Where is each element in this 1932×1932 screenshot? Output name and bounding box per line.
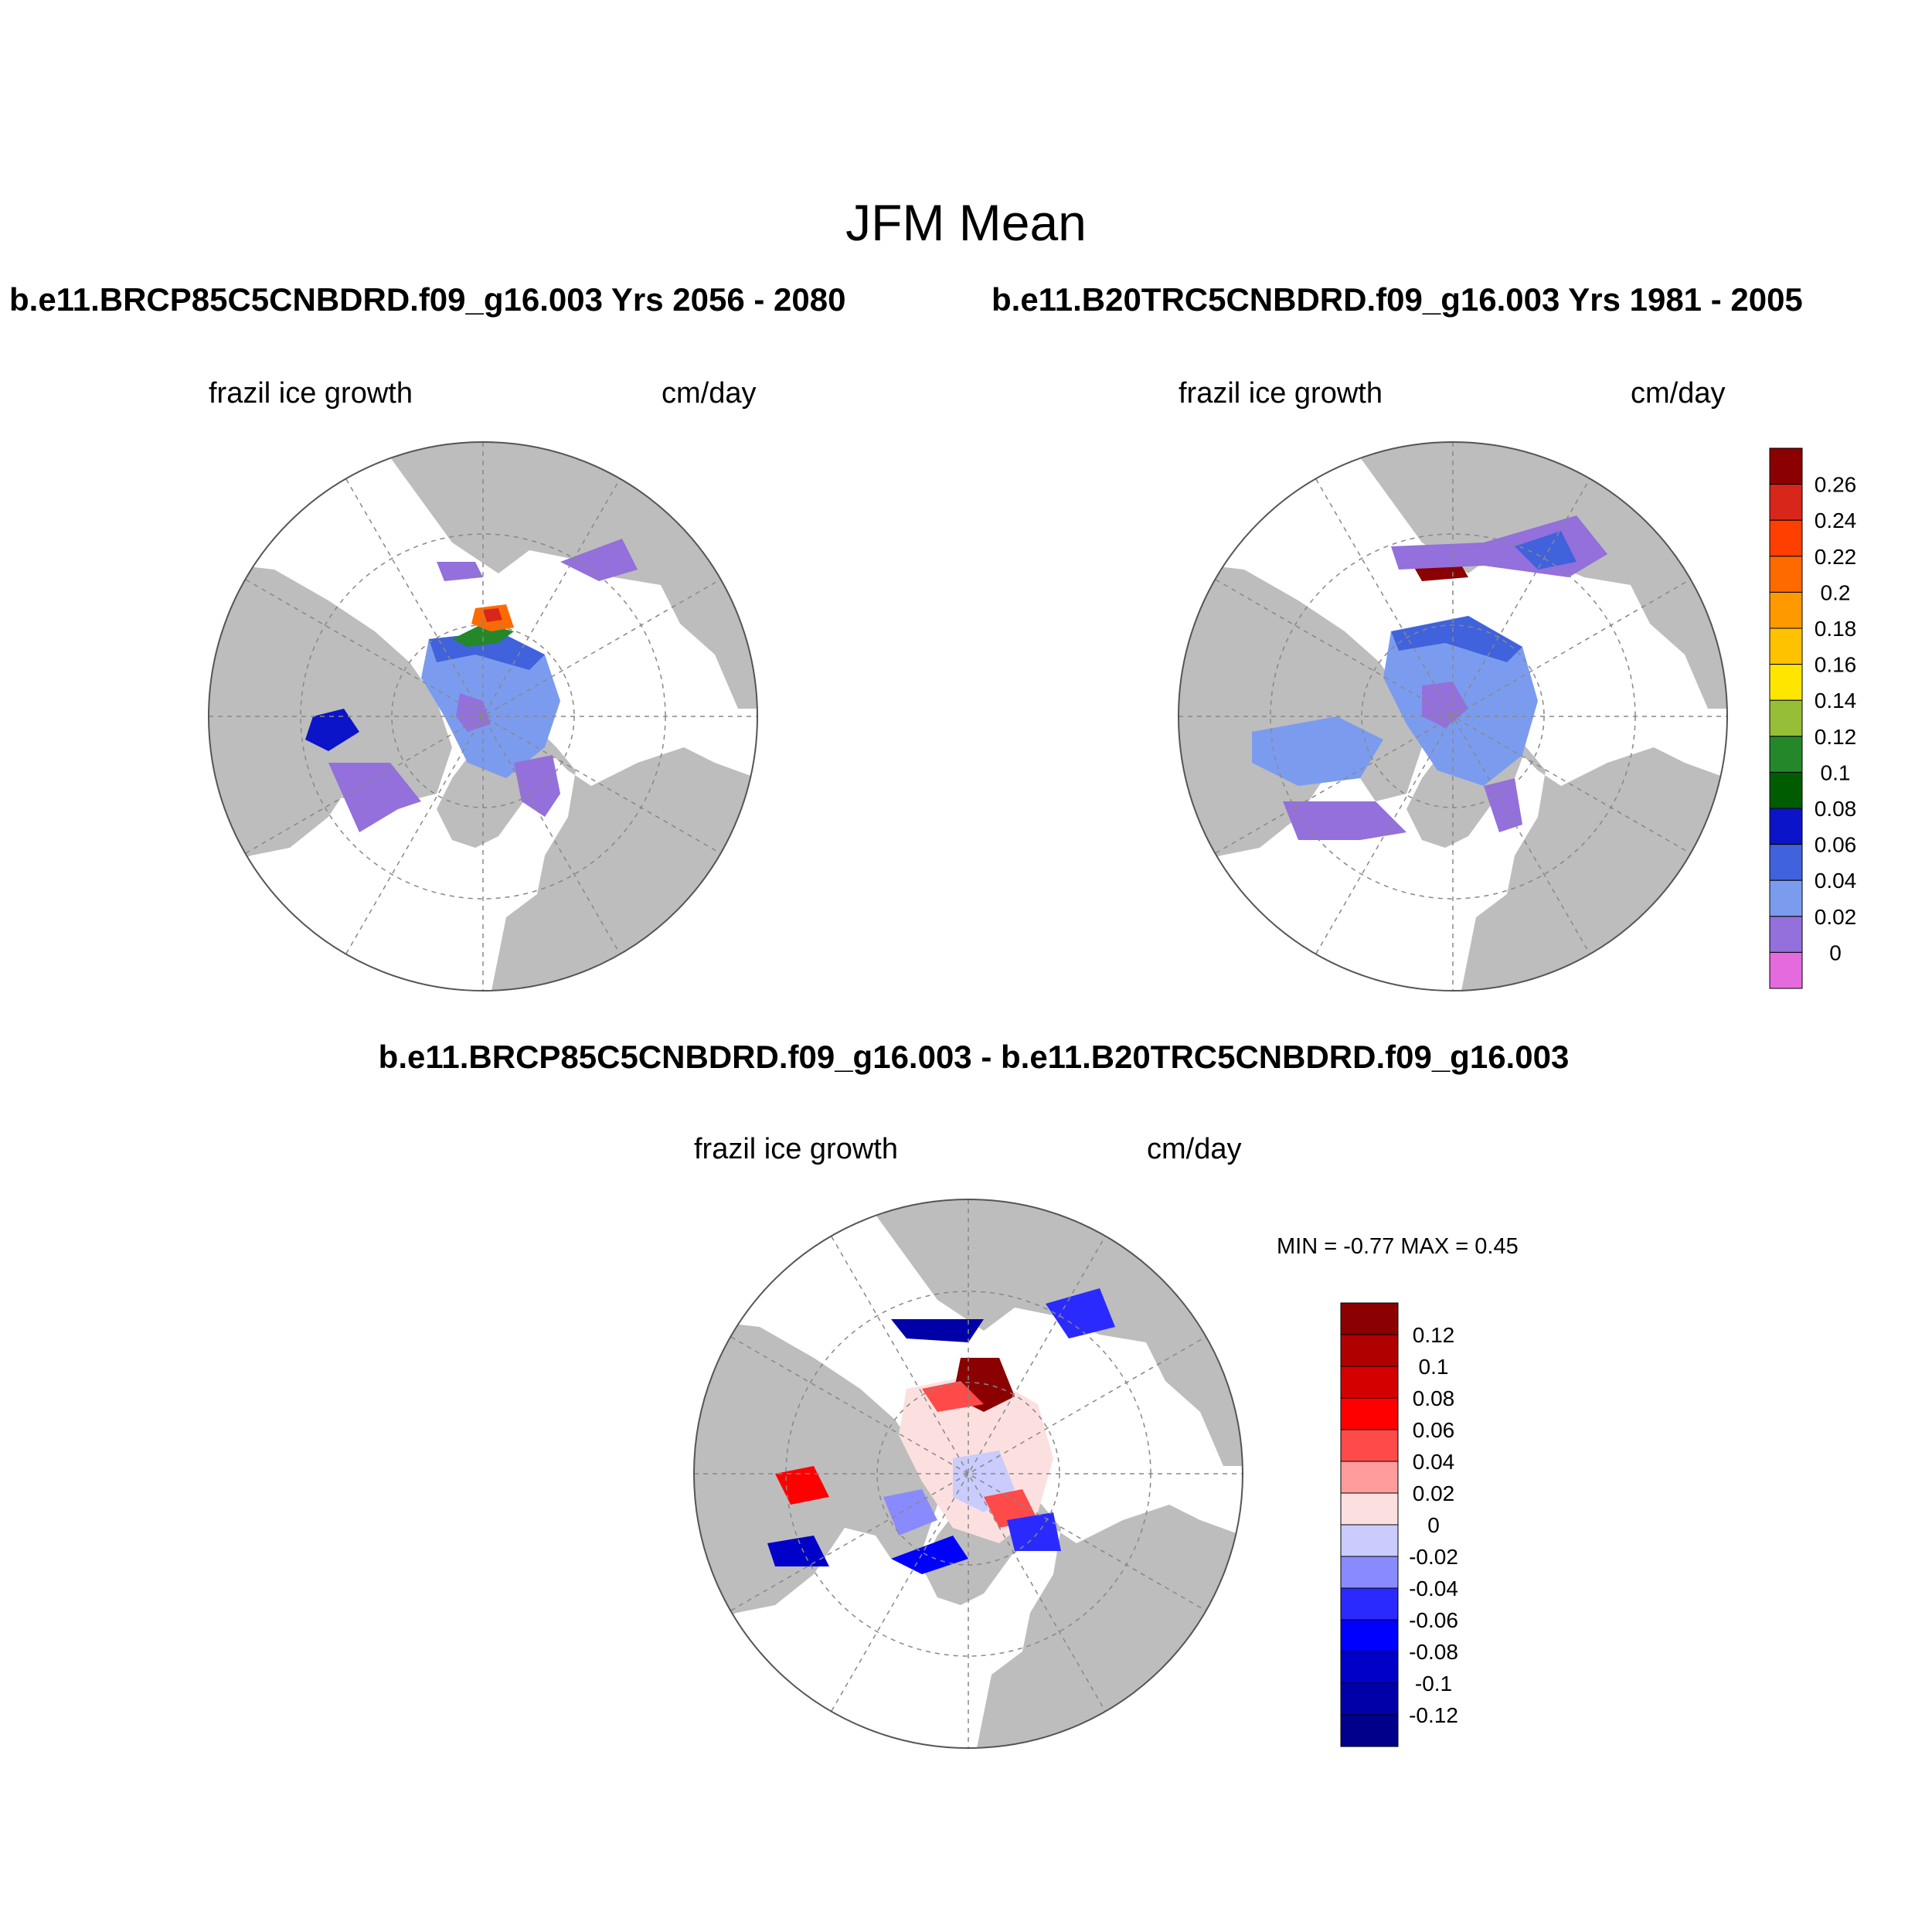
- panel-top-left-units: cm/day: [662, 377, 757, 410]
- colorbar-box: [1769, 771, 1803, 809]
- colorbar-box: [1769, 591, 1803, 629]
- colorbar-box: [1340, 1492, 1399, 1526]
- panel-top-right-units: cm/day: [1631, 377, 1726, 410]
- map-border: [1178, 441, 1728, 992]
- colorbar-label: -0.06: [1409, 1608, 1458, 1632]
- colorbar-box: [1340, 1524, 1399, 1557]
- colorbar-label: 0.2: [1821, 580, 1851, 604]
- colorbar-box: [1769, 556, 1803, 593]
- colorbar-label: 0.08: [1815, 797, 1857, 821]
- colorbar-box: [1769, 879, 1803, 917]
- colorbar-box: [1340, 1651, 1399, 1684]
- colorbar-label: 0.26: [1815, 473, 1857, 497]
- colorbar-box: [1769, 447, 1803, 485]
- map-top-left: [208, 441, 758, 992]
- colorbar-box: [1340, 1334, 1399, 1367]
- colorbar-label: 0.04: [1815, 869, 1857, 893]
- colorbar-label: 0.02: [1413, 1481, 1455, 1505]
- colorbar-box: [1769, 736, 1803, 773]
- colorbar-label: 0.16: [1815, 653, 1857, 677]
- panel-top-right-variable: frazil ice growth: [1179, 377, 1383, 410]
- colorbar-box: [1769, 951, 1803, 989]
- colorbar-box: [1769, 628, 1803, 665]
- colorbar-label: -0.02: [1409, 1545, 1458, 1569]
- colorbar-box: [1340, 1587, 1399, 1621]
- graticule: [694, 1199, 1243, 1748]
- colorbar-label: 0.18: [1815, 617, 1857, 641]
- colorbar-box: [1340, 1397, 1399, 1430]
- panel-diff-units: cm/day: [1147, 1133, 1242, 1165]
- colorbar-label: 0.14: [1815, 689, 1857, 713]
- colorbar-label: 0: [1829, 940, 1842, 964]
- map-border: [693, 1199, 1243, 1749]
- colorbar-label: -0.1: [1415, 1672, 1452, 1696]
- colorbar-main: 0.26 0.24 0.22 0.2 0.18 0.16 0.14 0.12 0.1 0.08 0.…: [1769, 447, 1857, 989]
- colorbar-box: [1769, 699, 1803, 737]
- colorbar-box: [1340, 1556, 1399, 1589]
- colorbar-diff: 0.12 0.1 0.08 0.06 0.04 0.02 0 -0.02 -0.04 -0.06 -…: [1340, 1302, 1458, 1747]
- colorbar-box: [1340, 1714, 1399, 1747]
- ice-field: [1252, 515, 1607, 840]
- colorbar-box: [1769, 484, 1803, 521]
- colorbar-label: 0: [1427, 1513, 1440, 1537]
- colorbar-box: [1340, 1682, 1399, 1716]
- colorbar-label: 0.12: [1815, 725, 1857, 749]
- colorbar-label: 0.04: [1413, 1450, 1455, 1474]
- colorbar-box: [1769, 808, 1803, 845]
- colorbar-label: 0.06: [1815, 833, 1857, 857]
- colorbar-box: [1769, 664, 1803, 701]
- panel-top-right-title: b.e11.B20TRC5CNBDRD.f09_g16.003 Yrs 1981…: [992, 281, 1803, 318]
- panel-top-left-title: b.e11.BRCP85C5CNBDRD.f09_g16.003 Yrs 205…: [9, 281, 846, 318]
- colorbar-label: -0.08: [1409, 1640, 1458, 1664]
- colorbar-box: [1340, 1429, 1399, 1462]
- diff-minmax: MIN = -0.77 MAX = 0.45: [1277, 1234, 1519, 1259]
- colorbar-label: -0.04: [1409, 1577, 1458, 1600]
- colorbar-label: -0.12: [1409, 1703, 1458, 1727]
- colorbar-label: 0.24: [1815, 509, 1857, 532]
- graticule: [1179, 442, 1727, 991]
- panel-top-left-variable: frazil ice growth: [209, 377, 413, 410]
- graticule: [209, 442, 757, 991]
- colorbar-label: 0.06: [1413, 1418, 1455, 1442]
- colorbar-label: 0.1: [1821, 760, 1851, 784]
- colorbar-box: [1340, 1461, 1399, 1494]
- panel-diff-variable: frazil ice growth: [694, 1133, 898, 1165]
- map-diff: [693, 1199, 1243, 1749]
- colorbar-box: [1340, 1619, 1399, 1652]
- panel-diff-title: b.e11.BRCP85C5CNBDRD.f09_g16.003 - b.e11…: [378, 1039, 1570, 1075]
- colorbar-label: 0.22: [1815, 545, 1857, 569]
- colorbar-box: [1769, 916, 1803, 953]
- colorbar-label: 0.02: [1815, 905, 1857, 929]
- ice-field: [305, 539, 638, 832]
- colorbar-box: [1340, 1366, 1399, 1399]
- map-border: [208, 441, 758, 992]
- main-title: JFM Mean: [845, 194, 1087, 251]
- colorbar-box: [1340, 1302, 1399, 1335]
- map-top-right: [1178, 441, 1728, 992]
- colorbar-box: [1769, 519, 1803, 557]
- colorbar-label: 0.12: [1413, 1323, 1455, 1347]
- colorbar-box: [1769, 844, 1803, 881]
- colorbar-label: 0.1: [1419, 1355, 1449, 1379]
- colorbar-label: 0.08: [1413, 1386, 1455, 1410]
